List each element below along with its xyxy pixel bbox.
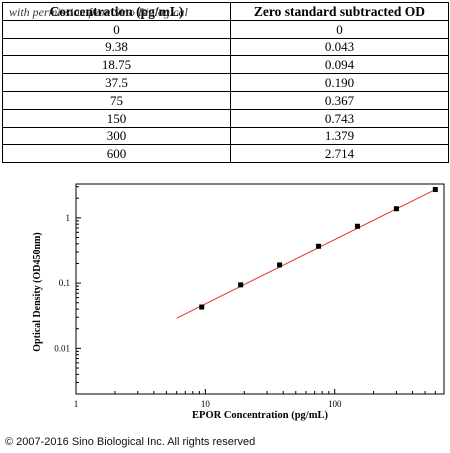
data-point [277, 262, 283, 268]
fit-line [176, 189, 436, 319]
cell-concentration: 18.75 [2, 55, 231, 75]
table-row: 300 1.379 [2, 126, 449, 146]
data-point [199, 304, 205, 310]
cell-od: 0.094 [230, 55, 449, 75]
y-tick-label: 0.1 [59, 278, 70, 288]
data-table: Concentration (pg/mL) with permission fr… [2, 2, 449, 164]
table-row: 18.75 0.094 [2, 55, 449, 75]
cell-concentration: 300 [2, 126, 231, 146]
x-axis-ticks: 1 10 100 [74, 389, 445, 409]
table-header-row: Concentration (pg/mL) with permission fr… [2, 2, 449, 21]
cell-od: 2.714 [230, 144, 449, 164]
cell-od: 1.379 [230, 126, 449, 146]
cell-concentration: 9.38 [2, 37, 231, 57]
y-tick-label: 1 [66, 213, 71, 223]
table-row: 75 0.367 [2, 90, 449, 110]
cell-concentration: 150 [2, 108, 231, 128]
data-point [354, 223, 360, 229]
data-points [199, 187, 438, 310]
standard-curve-table: Concentration (pg/mL) with permission fr… [2, 2, 449, 164]
table-row: 600 2.714 [2, 144, 449, 164]
standard-curve-chart: 1 10 100 0.01 0.1 1 EPOR Concentration (pg/m… [0, 180, 450, 425]
plot-frame [75, 183, 445, 395]
table-row: 37.5 0.190 [2, 73, 449, 92]
cell-od: 0.043 [230, 37, 449, 57]
cell-od: 0.743 [230, 108, 449, 128]
cell-od: 0 [230, 19, 449, 39]
x-tick-label: 100 [328, 399, 342, 409]
table-row: 150 0.743 [2, 108, 449, 128]
data-point [316, 243, 322, 249]
cell-od: 0.190 [230, 73, 449, 92]
y-tick-label: 0.01 [54, 343, 70, 353]
y-axis-label: Optical Density (OD450nm) [32, 232, 43, 351]
chart-svg: 1 10 100 0.01 0.1 1 EPOR Concentration (pg/m… [32, 183, 445, 421]
x-axis-label: EPOR Concentration (pg/mL) [192, 410, 328, 421]
table-row: 9.38 0.043 [2, 37, 449, 57]
header-concentration-label: Concentration (pg/mL) [49, 3, 184, 19]
header-concentration: Concentration (pg/mL) with permission fr… [2, 2, 231, 21]
data-point [238, 282, 244, 288]
cell-concentration: 600 [2, 144, 231, 164]
cell-concentration: 75 [2, 90, 231, 110]
y-axis-ticks: 0.01 0.1 1 [54, 186, 81, 395]
cell-concentration: 0 [2, 19, 231, 39]
data-point [393, 206, 399, 212]
data-point [432, 187, 438, 193]
x-tick-label: 1 [74, 399, 79, 409]
copyright-footer: © 2007-2016 Sino Biological Inc. All rig… [5, 436, 256, 448]
cell-concentration: 37.5 [2, 73, 231, 92]
cell-od: 0.367 [230, 90, 449, 110]
header-od: Zero standard subtracted OD [230, 2, 449, 21]
x-tick-label: 10 [201, 399, 211, 409]
